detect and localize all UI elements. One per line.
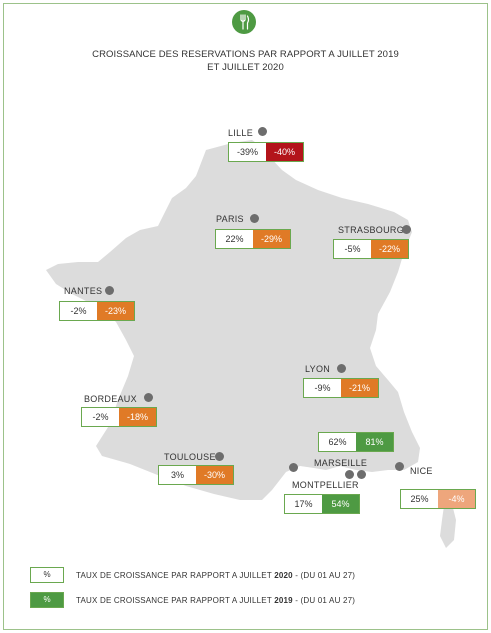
map-frame xyxy=(3,3,488,630)
badge-nice: 25% -4% xyxy=(400,489,476,509)
badge-montpellier: 17% 54% xyxy=(284,494,360,514)
badge-lille: -39% -40% xyxy=(228,142,304,162)
value-2019-marseille: 81% xyxy=(356,433,393,451)
value-2019-paris: -29% xyxy=(253,230,290,248)
value-2019-strasbourg: -22% xyxy=(371,240,408,258)
legend-swatch-2019: % xyxy=(30,592,64,608)
value-2019-nice: -4% xyxy=(438,490,475,508)
value-2019-nantes: -23% xyxy=(97,302,134,320)
badge-strasbourg: -5% -22% xyxy=(333,239,409,259)
fork-leaf-icon xyxy=(232,10,256,34)
legend-range-2019: - (DU 01 AU 27) xyxy=(292,595,356,605)
city-label-montpellier: MONTPELLIER xyxy=(292,480,359,490)
legend-label-2019: TAUX DE CROISSANCE PAR RAPPORT A JUILLET… xyxy=(76,596,355,605)
badge-nantes: -2% -23% xyxy=(59,301,135,321)
value-2020-marseille: 62% xyxy=(319,433,356,451)
value-2019-toulouse: -30% xyxy=(196,466,233,484)
legend-year-2019: 2019 xyxy=(274,595,293,605)
city-marker-lille xyxy=(258,127,267,136)
legend-label-2020: TAUX DE CROISSANCE PAR RAPPORT A JUILLET… xyxy=(76,571,355,580)
badge-marseille: 62% 81% xyxy=(318,432,394,452)
badge-lyon: -9% -21% xyxy=(303,378,379,398)
value-2020-strasbourg: -5% xyxy=(334,240,371,258)
city-label-paris: PARIS xyxy=(216,214,244,224)
badge-bordeaux: -2% -18% xyxy=(81,407,157,427)
page-title: CROISSANCE DES RESERVATIONS PAR RAPPORT … xyxy=(60,48,431,74)
city-label-strasbourg: STRASBOURG xyxy=(338,225,405,235)
city-marker-lyon xyxy=(337,364,346,373)
city-marker-bordeaux xyxy=(144,393,153,402)
legend-range-2020: - (DU 01 AU 27) xyxy=(292,570,356,580)
city-label-toulouse: TOULOUSE xyxy=(164,452,216,462)
legend-text-2020: TAUX DE CROISSANCE PAR RAPPORT A JUILLET xyxy=(76,570,275,580)
city-marker-marseille-2 xyxy=(357,470,366,479)
value-2019-bordeaux: -18% xyxy=(119,408,156,426)
city-marker-nantes xyxy=(105,286,114,295)
value-2020-lille: -39% xyxy=(229,143,266,161)
city-label-lille: LILLE xyxy=(228,128,254,138)
badge-paris: 22% -29% xyxy=(215,229,291,249)
value-2020-montpellier: 17% xyxy=(285,495,322,513)
value-2019-lille: -40% xyxy=(266,143,303,161)
city-label-lyon: LYON xyxy=(305,364,331,374)
badge-toulouse: 3% -30% xyxy=(158,465,234,485)
value-2020-nice: 25% xyxy=(401,490,438,508)
corsica-shape xyxy=(440,504,456,548)
city-label-marseille: MARSEILLE xyxy=(314,458,368,468)
value-2019-montpellier: 54% xyxy=(322,495,359,513)
value-2020-paris: 22% xyxy=(216,230,253,248)
city-marker-toulouse xyxy=(215,452,224,461)
city-label-nantes: NANTES xyxy=(64,286,103,296)
legend-text-2019: TAUX DE CROISSANCE PAR RAPPORT A JUILLET xyxy=(76,595,275,605)
title-line-1: CROISSANCE DES RESERVATIONS PAR RAPPORT … xyxy=(92,49,399,60)
city-label-nice: NICE xyxy=(410,466,433,476)
legend-item-2020: % TAUX DE CROISSANCE PAR RAPPORT A JUILL… xyxy=(30,566,355,584)
value-2020-bordeaux: -2% xyxy=(82,408,119,426)
legend-year-2020: 2020 xyxy=(274,570,293,580)
legend-item-2019: % TAUX DE CROISSANCE PAR RAPPORT A JUILL… xyxy=(30,591,355,609)
city-marker-nice xyxy=(395,462,404,471)
value-2019-lyon: -21% xyxy=(341,379,378,397)
value-2020-toulouse: 3% xyxy=(159,466,196,484)
legend-swatch-2020: % xyxy=(30,567,64,583)
title-line-2: ET JUILLET 2020 xyxy=(207,62,284,73)
value-2020-nantes: -2% xyxy=(60,302,97,320)
value-2020-lyon: -9% xyxy=(304,379,341,397)
city-marker-marseille xyxy=(345,470,354,479)
city-label-bordeaux: BORDEAUX xyxy=(84,394,137,404)
city-marker-strasbourg xyxy=(402,225,411,234)
city-marker-paris xyxy=(250,214,259,223)
city-marker-montpellier xyxy=(289,463,298,472)
